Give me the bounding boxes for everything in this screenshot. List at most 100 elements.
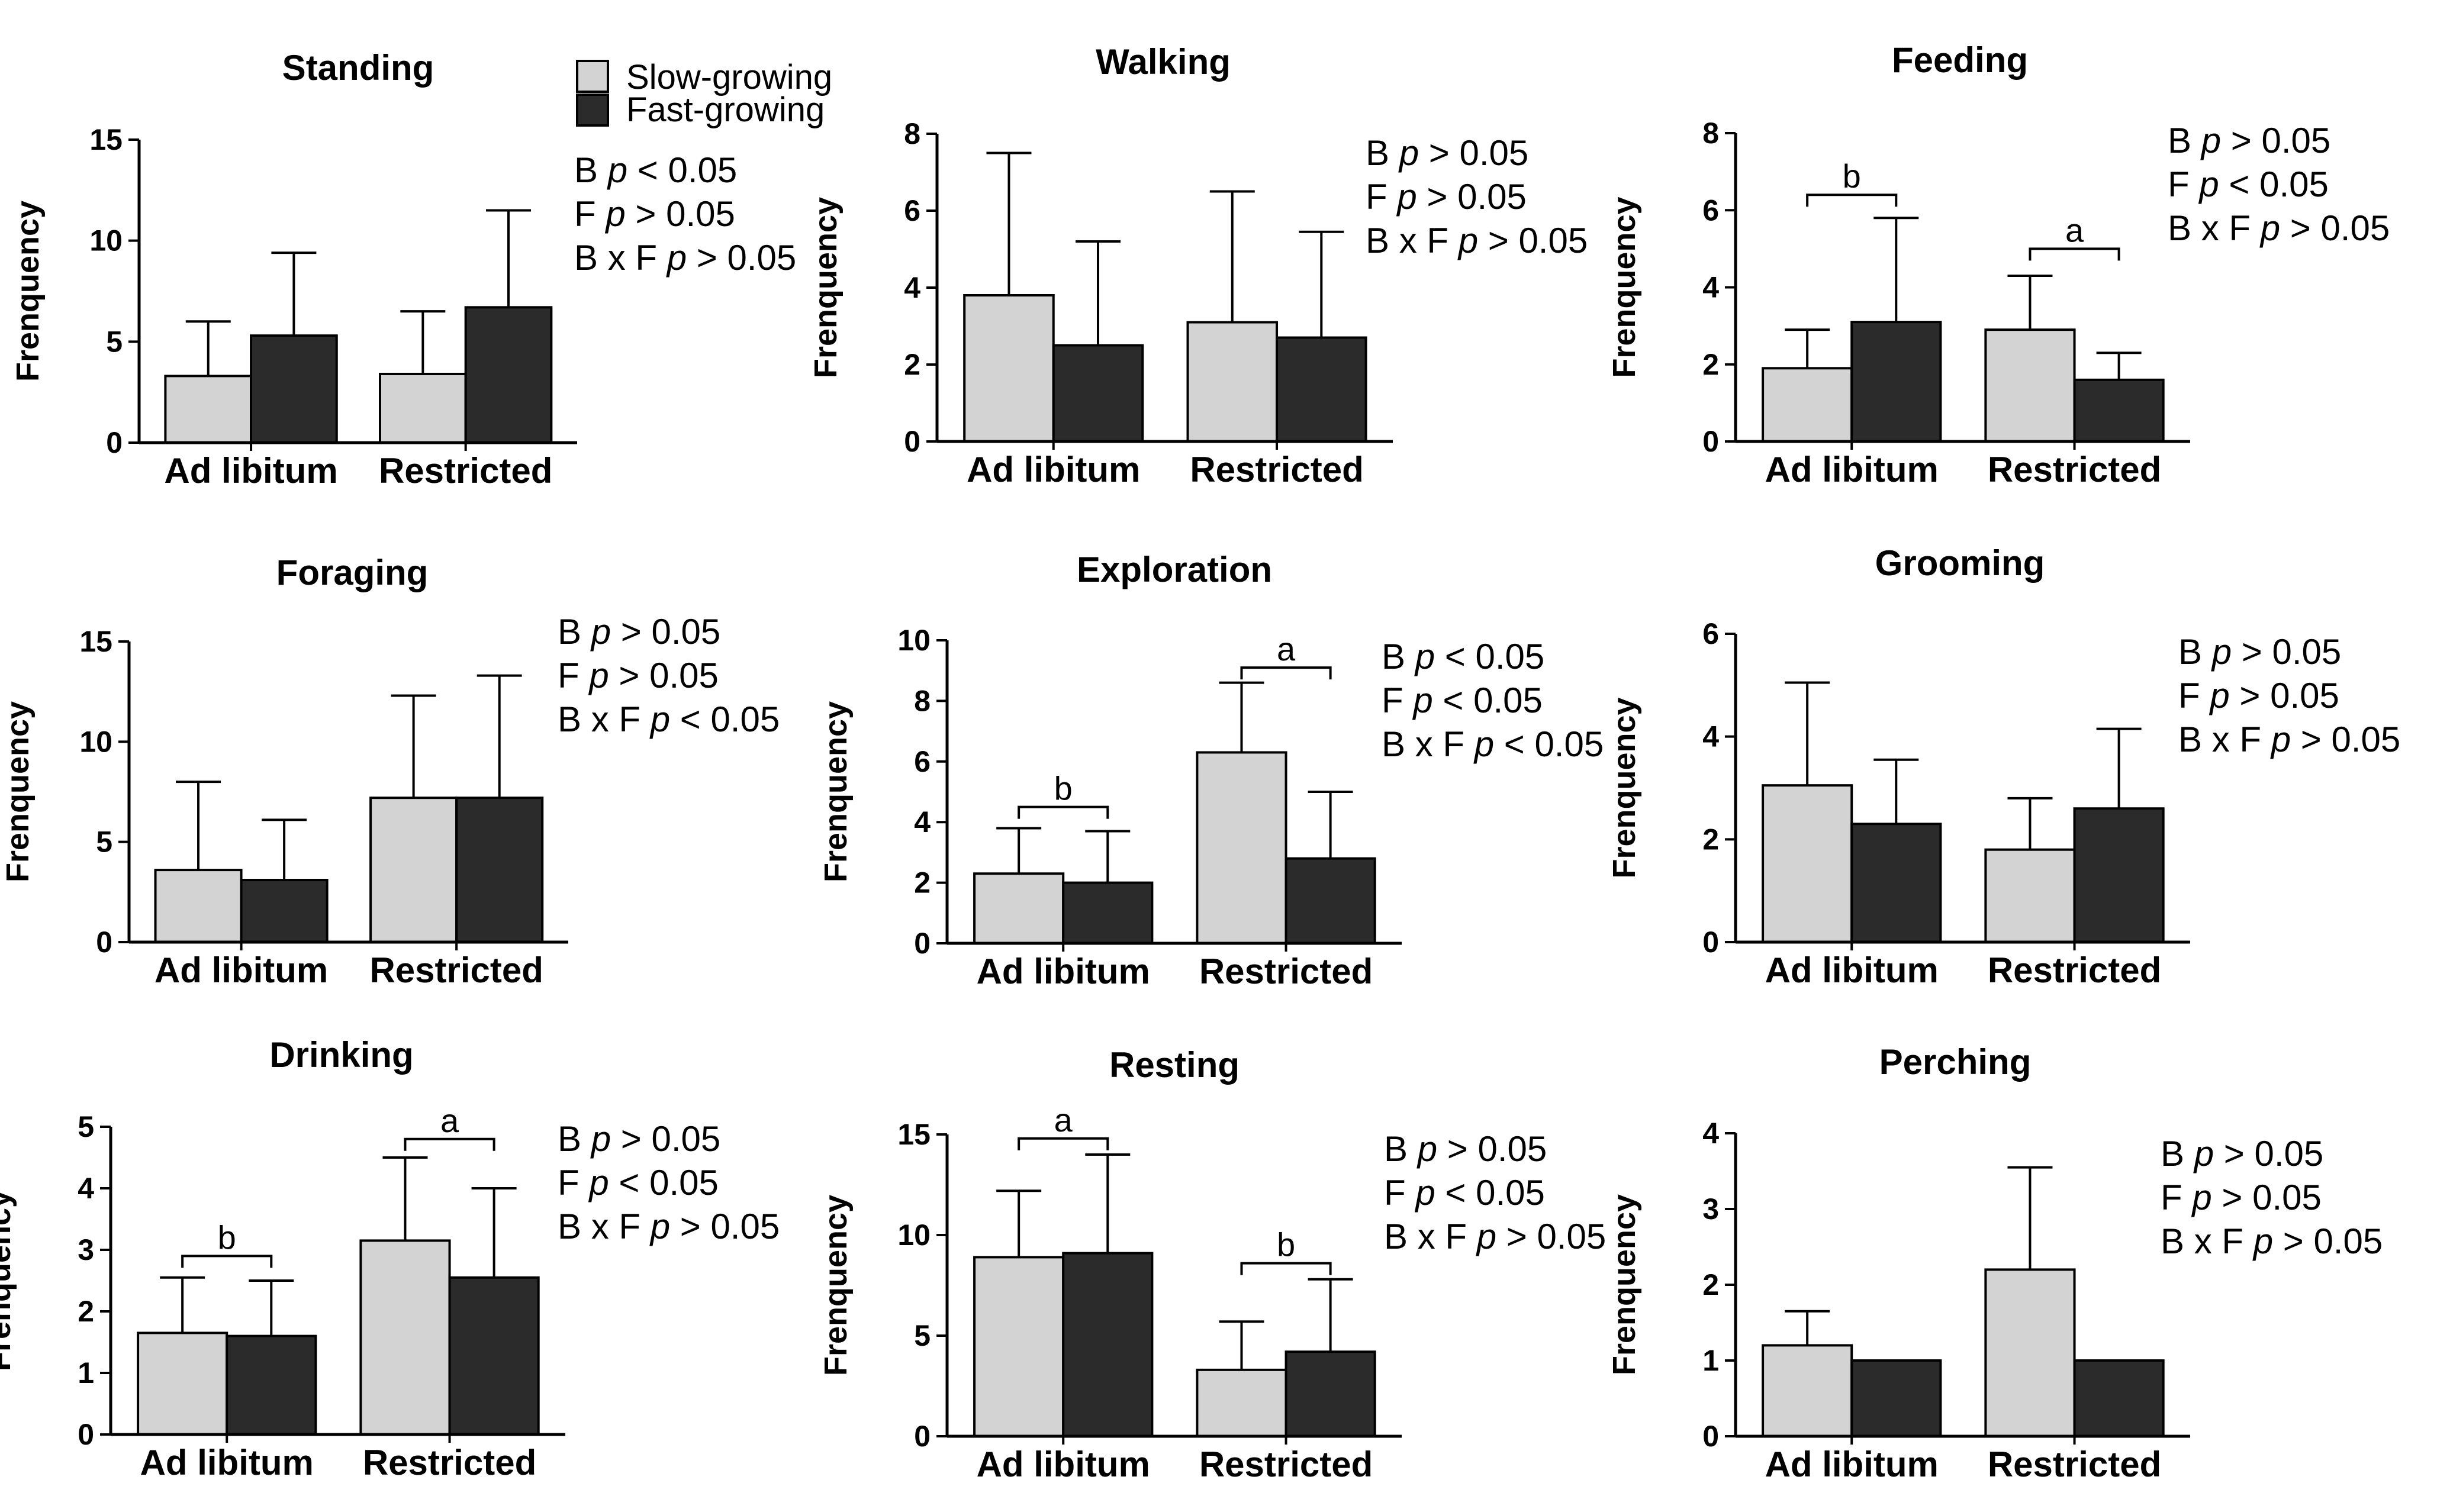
y-tick-label: 4 xyxy=(1702,720,1719,753)
bar-slow xyxy=(1762,784,1853,943)
y-tick-label: 8 xyxy=(1702,117,1719,150)
bar-fast xyxy=(1276,336,1367,443)
bar-slow xyxy=(1984,848,2076,943)
stat-line: B x F p < 0.05 xyxy=(558,699,780,739)
panel-feeding: Feeding Frenquency Ad libitum Restricted 0 2 4… xyxy=(1607,40,2390,489)
bar-fast xyxy=(2073,1359,2165,1437)
chart-title: Grooming xyxy=(1875,543,2045,583)
bar-fast xyxy=(240,879,329,943)
stat-line: F p < 0.05 xyxy=(558,1163,719,1202)
y-tick-label: 10 xyxy=(897,624,931,657)
bar-fast xyxy=(1850,823,1942,943)
bar-slow xyxy=(359,1239,451,1436)
y-tick-label: 15 xyxy=(897,1118,931,1151)
stat-line: B x F p > 0.05 xyxy=(2168,208,2390,248)
bar-slow xyxy=(1196,1368,1287,1438)
stat-line: F p > 0.05 xyxy=(2178,676,2339,715)
significance-bracket xyxy=(1806,194,1898,207)
chart-title: Drinking xyxy=(269,1035,413,1075)
y-axis-label: Frenquency xyxy=(818,1195,854,1376)
y-tick-label: 0 xyxy=(1702,425,1719,458)
stat-line: B p < 0.05 xyxy=(574,150,737,190)
significance-label: a xyxy=(440,1102,459,1139)
y-tick-label: 10 xyxy=(897,1218,931,1252)
x-tick-label: Restricted xyxy=(1988,1445,2161,1484)
y-axis-label: Frenquency xyxy=(1607,697,1642,878)
x-tick-label: Restricted xyxy=(1988,450,2161,489)
bar-fast xyxy=(455,797,544,944)
bar-slow xyxy=(1186,321,1279,443)
y-tick-label: 8 xyxy=(904,117,920,150)
y-axis-label: Frenquency xyxy=(818,701,854,882)
stat-line: B x F p > 0.05 xyxy=(558,1207,780,1246)
y-tick-label: 4 xyxy=(1702,1117,1719,1150)
stat-line: B x F p > 0.05 xyxy=(1384,1217,1606,1256)
x-tick-label: Ad libitum xyxy=(140,1443,314,1482)
y-tick-label: 4 xyxy=(914,805,931,839)
significance-bracket xyxy=(404,1137,495,1151)
y-tick-label: 6 xyxy=(904,194,920,227)
y-tick-label: 2 xyxy=(904,348,920,381)
stat-line: B x F p > 0.05 xyxy=(2178,720,2400,759)
bar-fast xyxy=(2073,807,2165,943)
x-tick-label: Restricted xyxy=(369,950,543,990)
y-tick-label: 6 xyxy=(1702,194,1719,227)
y-axis-label: Frenquency xyxy=(10,201,46,382)
panel-drinking: Drinking Frenquency Ad libitum Restricted 0 1… xyxy=(0,1035,780,1482)
chart-title: Resting xyxy=(1109,1045,1240,1085)
y-tick-label: 0 xyxy=(106,426,123,459)
panel-grooming: Grooming Frenquency Ad libitum Restricted 0 2… xyxy=(1607,543,2400,990)
x-tick-label: Ad libitum xyxy=(1765,1445,1939,1484)
significance-label: b xyxy=(218,1218,236,1256)
bar-slow xyxy=(1984,328,2076,443)
bar-fast xyxy=(464,306,553,444)
bar-slow xyxy=(1196,751,1287,944)
x-tick-label: Ad libitum xyxy=(164,451,337,491)
x-tick-label: Ad libitum xyxy=(154,950,328,990)
y-tick-label: 0 xyxy=(1702,1420,1719,1453)
y-tick-label: 2 xyxy=(1702,348,1719,381)
legend-swatch-slow-growing xyxy=(576,60,609,93)
x-tick-label: Restricted xyxy=(1190,450,1363,489)
stat-line: F p < 0.05 xyxy=(1382,681,1543,720)
stat-line: F p > 0.05 xyxy=(574,194,735,234)
chart-title: Exploration xyxy=(1077,550,1272,589)
significance-label: b xyxy=(1277,1226,1295,1263)
bar-slow xyxy=(154,869,243,943)
y-tick-label: 4 xyxy=(1702,271,1719,304)
bar-fast xyxy=(1052,344,1144,443)
stat-line: B p > 0.05 xyxy=(558,1119,720,1159)
bar-fast xyxy=(1285,857,1376,945)
stat-line: F p < 0.05 xyxy=(2168,165,2329,204)
stat-line: F p > 0.05 xyxy=(558,656,719,695)
significance-bracket xyxy=(181,1255,273,1268)
y-tick-label: 15 xyxy=(89,123,123,156)
stat-line: B p > 0.05 xyxy=(2161,1134,2323,1174)
significance-bracket xyxy=(1240,666,1332,680)
panel-resting: Resting Frenquency Ad libitum Restricted 0 5 1… xyxy=(818,1045,1606,1484)
y-tick-label: 1 xyxy=(1702,1344,1719,1377)
bar-slow xyxy=(973,872,1065,944)
significance-bracket xyxy=(1240,1262,1332,1275)
chart-title: Perching xyxy=(1879,1042,2032,1082)
stat-line: B p > 0.05 xyxy=(2168,121,2330,160)
y-axis-label: Frenquency xyxy=(0,701,36,882)
stat-line: B x F p > 0.05 xyxy=(1366,221,1588,260)
bar-slow xyxy=(973,1256,1065,1437)
y-tick-label: 3 xyxy=(1702,1192,1719,1226)
y-axis-label: Frenquency xyxy=(0,1190,17,1371)
panel-walking: Walking Frenquency Ad libitum Restricted 0 2 4… xyxy=(808,42,1588,489)
y-axis-label: Frenquency xyxy=(808,197,844,378)
y-tick-label: 10 xyxy=(79,725,112,758)
y-tick-label: 0 xyxy=(1702,926,1719,959)
stat-line: B p > 0.05 xyxy=(1366,133,1528,173)
y-tick-label: 0 xyxy=(96,926,112,959)
x-tick-label: Restricted xyxy=(363,1443,536,1482)
x-tick-label: Restricted xyxy=(1199,1445,1373,1484)
bar-slow xyxy=(369,797,458,944)
bar-fast xyxy=(2073,378,2165,443)
stat-line: F p > 0.05 xyxy=(2161,1178,2322,1217)
chart-title: Foraging xyxy=(276,553,429,592)
stat-line: B p > 0.05 xyxy=(558,612,720,652)
